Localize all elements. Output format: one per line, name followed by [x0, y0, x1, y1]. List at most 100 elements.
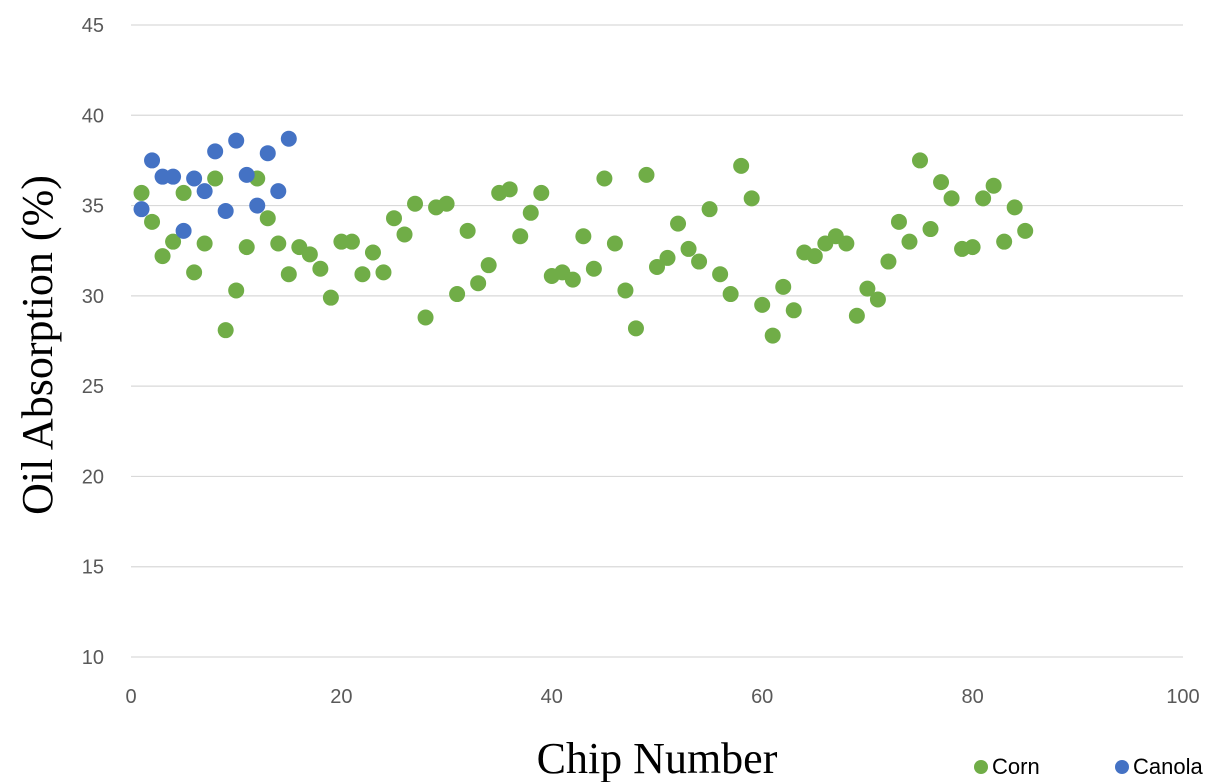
y-tick-label: 20: [82, 466, 104, 488]
y-tick-label: 40: [82, 105, 104, 127]
data-point-corn: [859, 280, 876, 297]
y-tick-label: 35: [82, 196, 104, 218]
x-tick-label: 80: [961, 686, 983, 708]
data-point-corn: [691, 253, 708, 270]
data-point-corn: [364, 244, 381, 261]
data-point-corn: [312, 260, 329, 277]
data-point-canola: [217, 202, 234, 219]
data-point-canola: [175, 222, 192, 239]
data-point-corn: [880, 253, 897, 270]
data-point-corn: [154, 248, 171, 265]
data-point-canola: [270, 183, 287, 200]
data-point-corn: [438, 195, 455, 212]
data-point-corn: [575, 228, 592, 245]
data-point-corn: [322, 289, 339, 306]
data-point-corn: [501, 181, 518, 198]
data-point-corn: [280, 266, 297, 283]
y-axis-tick-labels: 10 15 20 25 30 35 40 45: [82, 15, 104, 669]
data-point-corn: [712, 266, 729, 283]
x-axis-title: Chip Number: [537, 734, 778, 782]
data-point-corn: [975, 190, 992, 207]
data-point-corn: [354, 266, 371, 283]
data-point-corn: [533, 184, 550, 201]
data-point-canola: [133, 201, 150, 218]
x-tick-label: 0: [125, 686, 136, 708]
data-point-corn: [933, 174, 950, 191]
data-point-corn: [228, 282, 245, 299]
data-point-corn: [733, 157, 750, 174]
data-point-corn: [764, 327, 781, 344]
data-point-corn: [985, 177, 1002, 194]
data-point-corn: [480, 257, 497, 274]
y-tick-label: 10: [82, 647, 104, 669]
legend: Corn Canola: [974, 754, 1203, 779]
data-point-corn: [417, 309, 434, 326]
data-point-corn: [564, 271, 581, 288]
data-point-corn: [585, 260, 602, 277]
data-point-canola: [280, 130, 297, 147]
series-corn: [133, 152, 1034, 344]
data-point-corn: [670, 215, 687, 232]
data-point-corn: [943, 190, 960, 207]
data-point-corn: [754, 296, 771, 313]
data-point-corn: [470, 275, 487, 292]
data-point-corn: [375, 264, 392, 281]
data-point-corn: [785, 302, 802, 319]
data-point-corn: [1017, 222, 1034, 239]
data-point-corn: [606, 235, 623, 252]
data-point-corn: [649, 258, 665, 275]
data-point-corn: [301, 246, 318, 263]
y-tick-label: 30: [82, 286, 104, 308]
series-canola: [133, 130, 297, 239]
y-tick-label: 45: [82, 15, 104, 37]
data-point-corn: [133, 184, 150, 201]
data-point-canola: [186, 170, 203, 187]
data-point-corn: [144, 213, 161, 230]
data-point-corn: [270, 235, 287, 252]
data-point-corn: [186, 264, 203, 281]
data-point-canola: [259, 145, 276, 162]
data-point-corn: [743, 190, 760, 207]
legend-marker-canola: [1115, 760, 1129, 774]
data-point-corn: [848, 307, 865, 324]
data-point-corn: [922, 221, 939, 238]
data-point-corn: [165, 233, 182, 250]
data-point-corn: [722, 286, 739, 303]
data-point-corn: [996, 233, 1013, 250]
data-point-corn: [459, 222, 476, 239]
data-point-corn: [775, 278, 792, 295]
data-point-corn: [869, 291, 886, 308]
y-tick-label: 15: [82, 557, 104, 579]
data-point-corn: [701, 201, 718, 218]
data-point-corn: [596, 170, 613, 187]
data-point-corn: [617, 282, 634, 299]
data-point-corn: [680, 240, 697, 257]
data-point-canola: [144, 152, 161, 169]
data-point-corn: [627, 320, 644, 337]
x-tick-label: 100: [1166, 686, 1199, 708]
data-point-corn: [449, 286, 466, 303]
data-point-canola: [207, 143, 224, 160]
legend-label-corn: Corn: [992, 754, 1040, 779]
y-tick-label: 25: [82, 376, 104, 398]
data-point-corn: [912, 152, 928, 169]
data-point-corn: [512, 228, 529, 245]
data-point-corn: [901, 233, 918, 250]
data-point-corn: [964, 239, 981, 256]
y-axis-title: Oil Absorption (%): [13, 175, 62, 515]
x-tick-label: 20: [330, 686, 352, 708]
data-points: [133, 130, 1034, 344]
data-point-corn: [175, 184, 192, 201]
x-axis-tick-labels: 0 20 40 60 80 100: [125, 686, 1199, 708]
gridlines: [131, 24, 1183, 658]
data-point-corn: [806, 248, 823, 265]
data-point-corn: [890, 213, 907, 230]
data-point-corn: [207, 170, 224, 187]
data-point-canola: [165, 168, 182, 185]
data-point-corn: [522, 204, 539, 221]
data-point-corn: [386, 210, 402, 227]
data-point-canola: [249, 197, 266, 214]
data-point-corn: [838, 235, 855, 252]
x-tick-label: 60: [751, 686, 773, 708]
